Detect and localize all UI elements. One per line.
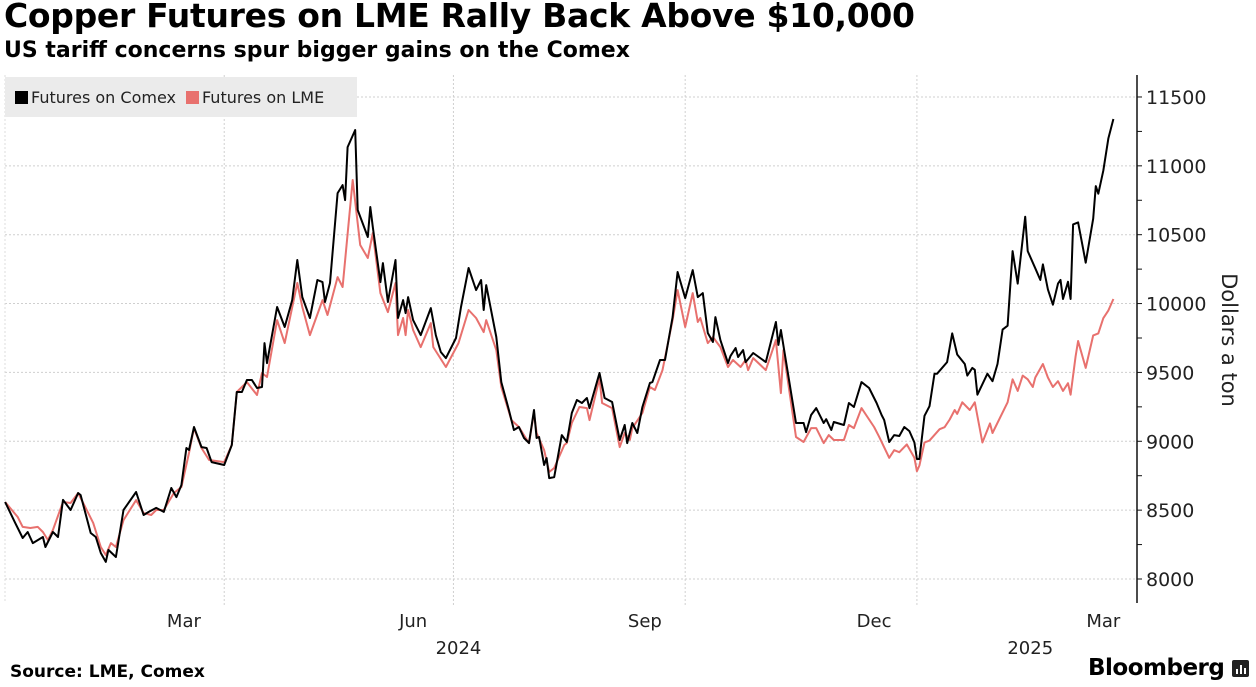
series-line-lme [4, 179, 1115, 556]
x-tick-label: Sep [628, 611, 662, 632]
y-tick-label: 10000 [1146, 294, 1206, 316]
legend-item-comex: Futures on Comex [15, 88, 176, 107]
y-axis-label: Dollars a ton [1217, 273, 1241, 407]
chart-title: Copper Futures on LME Rally Back Above $… [4, 0, 915, 35]
legend: Futures on Comex Futures on LME [5, 77, 357, 117]
y-tick-label: 11500 [1146, 87, 1206, 109]
gridlines [4, 75, 1137, 607]
y-tick-label: 8500 [1146, 500, 1194, 522]
x-year-label: 2025 [1007, 638, 1053, 659]
x-tick-label: Jun [398, 611, 427, 632]
legend-swatch-lme [185, 90, 199, 104]
y-tick-label: 8000 [1146, 569, 1194, 591]
series-line-comex [4, 118, 1115, 563]
y-tick-label: 10500 [1146, 225, 1206, 247]
x-tick-label: Mar [1086, 611, 1121, 632]
y-axis: 8000 8500 9000 9500 10000 10500 11000 11500 [1136, 75, 1206, 603]
brand-name: Bloomberg [1088, 655, 1225, 681]
x-tick-label: Mar [167, 611, 202, 632]
legend-label-lme: Futures on LME [201, 87, 325, 107]
x-tick-label: Dec [857, 611, 892, 632]
series-lines [4, 118, 1115, 563]
legend-label-comex: Futures on Comex [31, 87, 176, 107]
y-tick-label: 9000 [1146, 431, 1194, 453]
legend-item-lme: Futures on LME [185, 87, 325, 107]
x-year-label: 2024 [436, 638, 482, 659]
bloomberg-chart-icon [1232, 659, 1250, 677]
y-tick-label: 9500 [1146, 362, 1194, 384]
source-note: Source: LME, Comex [10, 662, 205, 682]
y-tick-label: 11000 [1146, 156, 1206, 178]
x-axis: Mar Jun Sep Dec Mar 2024 2025 [167, 611, 1121, 659]
bloomberg-logo: Bloomberg [1088, 655, 1250, 681]
chart-subtitle: US tariff concerns spur bigger gains on … [4, 38, 630, 63]
legend-swatch-comex [15, 90, 28, 104]
